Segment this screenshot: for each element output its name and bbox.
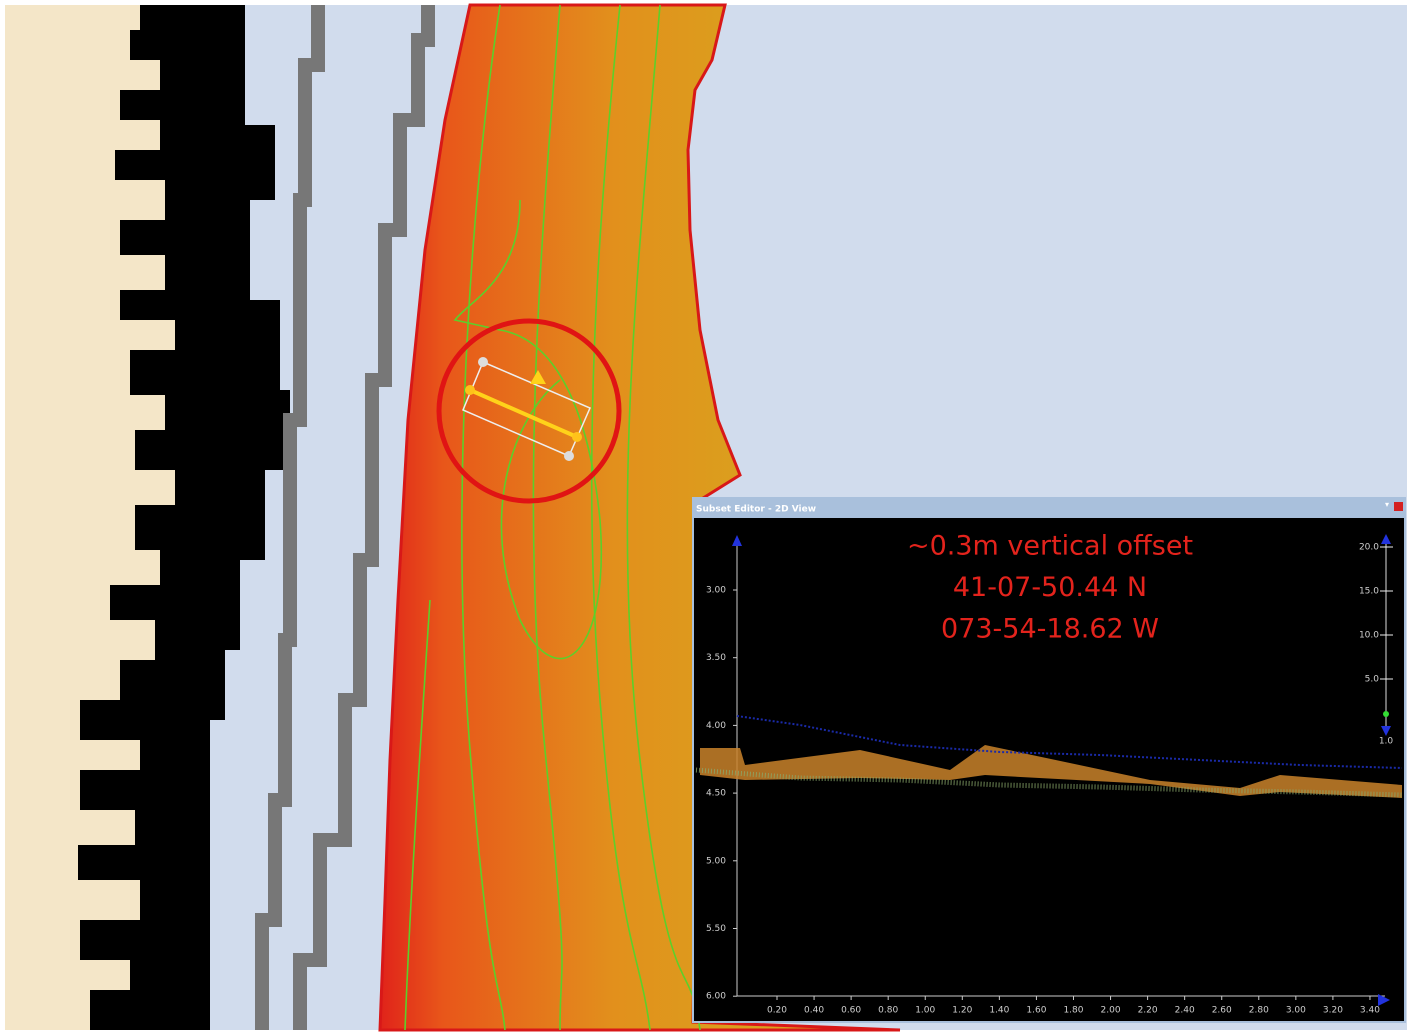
menu-button[interactable]: ▾ bbox=[1385, 500, 1389, 509]
scale-label: 1.0 bbox=[1379, 737, 1394, 747]
y-tick-label: 4.50 bbox=[706, 789, 726, 799]
screenshot: Subset Editor - 2D View ▾ ~0.3m vertical… bbox=[0, 0, 1416, 1032]
scale-label: 15.0 bbox=[1359, 587, 1379, 597]
x-tick-label: 2.40 bbox=[1175, 1006, 1195, 1016]
x-tick-label: 0.60 bbox=[841, 1006, 861, 1016]
x-tick-label: 3.00 bbox=[1286, 1006, 1306, 1016]
x-tick-label: 2.20 bbox=[1138, 1006, 1158, 1016]
handle bbox=[465, 385, 475, 395]
x-tick-label: 1.60 bbox=[1026, 1006, 1046, 1016]
x-tick-label: 3.40 bbox=[1360, 1006, 1380, 1016]
annotation: 073-54-18.62 W bbox=[941, 614, 1159, 645]
x-tick-label: 1.40 bbox=[989, 1006, 1009, 1016]
window-title: Subset Editor - 2D View bbox=[696, 505, 816, 515]
x-tick-label: 2.00 bbox=[1101, 1006, 1121, 1016]
scale-label: 20.0 bbox=[1359, 543, 1379, 553]
y-tick-label: 6.00 bbox=[706, 992, 726, 1002]
annotation: ~0.3m vertical offset bbox=[907, 531, 1193, 562]
scale-slider[interactable] bbox=[1383, 711, 1389, 717]
y-tick-label: 5.50 bbox=[706, 924, 726, 934]
x-tick-label: 3.20 bbox=[1323, 1006, 1343, 1016]
x-tick-label: 0.40 bbox=[804, 1006, 824, 1016]
annotation: 41-07-50.44 N bbox=[953, 572, 1147, 603]
scale-label: 10.0 bbox=[1359, 631, 1379, 641]
close-button[interactable] bbox=[1394, 502, 1403, 511]
y-tick-label: 3.50 bbox=[706, 653, 726, 663]
x-tick-label: 1.20 bbox=[952, 1006, 972, 1016]
x-tick-label: 0.20 bbox=[767, 1006, 787, 1016]
x-tick-label: 1.80 bbox=[1063, 1006, 1083, 1016]
y-tick-label: 3.00 bbox=[706, 586, 726, 596]
x-tick-label: 0.80 bbox=[878, 1006, 898, 1016]
handle bbox=[564, 451, 574, 461]
scale-label: 5.0 bbox=[1365, 675, 1380, 685]
handle bbox=[572, 432, 582, 442]
handle bbox=[478, 357, 488, 367]
y-tick-label: 5.00 bbox=[706, 856, 726, 866]
x-tick-label: 1.00 bbox=[915, 1006, 935, 1016]
x-tick-label: 2.80 bbox=[1249, 1006, 1269, 1016]
x-tick-label: 2.60 bbox=[1212, 1006, 1232, 1016]
y-tick-label: 4.00 bbox=[706, 721, 726, 731]
